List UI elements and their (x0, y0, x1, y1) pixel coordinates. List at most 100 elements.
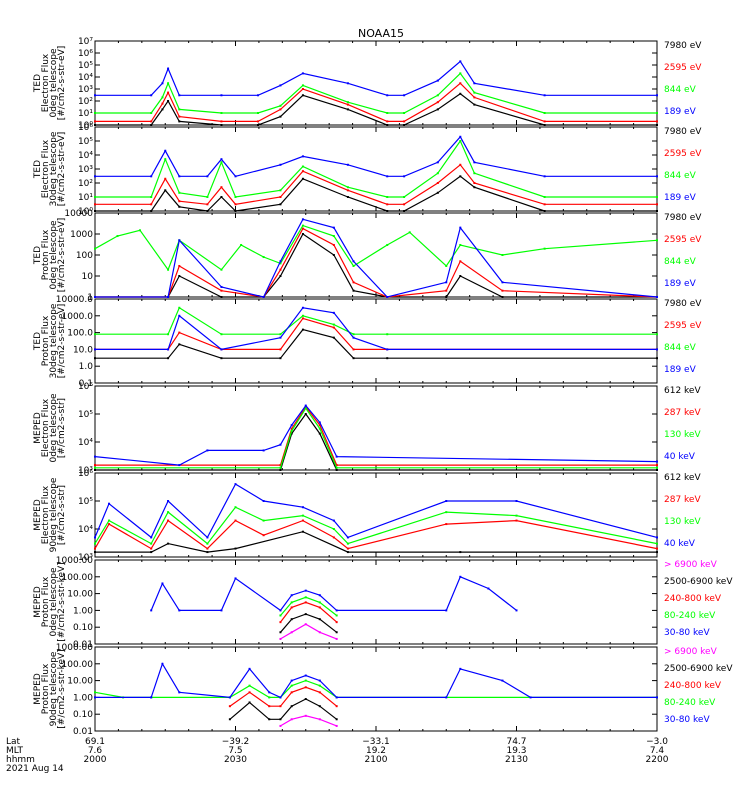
data-point (256, 124, 259, 126)
data-point (332, 226, 335, 229)
panel-frame (94, 646, 658, 732)
data-point (164, 177, 167, 180)
data-point (150, 94, 153, 97)
data-point (656, 551, 658, 554)
data-point (290, 618, 293, 621)
footer-mlt-value: 19.3 (506, 746, 526, 756)
y-axis-label: Electron Flux (41, 398, 51, 457)
data-point (335, 621, 338, 624)
data-point (403, 175, 406, 178)
legend-entry: 287 keV (664, 408, 701, 418)
legend-entry: 844 eV (664, 343, 697, 353)
data-point (161, 82, 164, 85)
data-point (318, 427, 321, 430)
y-tick-label: 10⁶ (78, 382, 93, 392)
data-point (94, 691, 96, 694)
data-point (268, 705, 271, 708)
legend-entry: 7980 eV (664, 41, 702, 51)
data-point (656, 196, 658, 198)
data-point (459, 92, 462, 95)
data-point (304, 407, 307, 410)
y-tick-label: 0.01 (73, 640, 93, 650)
data-point (178, 120, 181, 123)
footer-lat-value: −33.1 (362, 737, 390, 747)
series-line (95, 328, 657, 359)
data-point (304, 623, 307, 626)
data-point (279, 621, 282, 624)
data-point (150, 536, 153, 539)
chart-title: NOAA15 (358, 27, 404, 40)
data-point (459, 60, 462, 63)
data-point (150, 196, 153, 198)
data-point (403, 124, 406, 126)
data-point (279, 262, 282, 265)
data-point (346, 101, 349, 104)
data-point (656, 460, 658, 463)
data-point (436, 79, 439, 82)
date-label: 2021 Aug 14 (6, 764, 64, 774)
footer-mlt-value: 7.4 (650, 746, 665, 756)
data-point (220, 609, 223, 612)
data-point (279, 84, 282, 87)
series-line (95, 60, 657, 96)
y-axis-label: MEPED (33, 586, 43, 618)
footer-hhmm-value: 2000 (84, 755, 107, 765)
data-point (459, 551, 462, 554)
data-point (459, 260, 462, 263)
data-point (178, 314, 181, 317)
legend-entry: 30-80 keV (664, 628, 710, 638)
footer-lat-value: 74.7 (506, 737, 526, 747)
data-point (290, 705, 293, 708)
y-tick-label: 10² (78, 179, 93, 189)
data-point (301, 224, 304, 227)
y-axis-label: [#/cm2-s-str-keV] (57, 562, 67, 641)
data-point (220, 289, 223, 292)
data-point (318, 691, 321, 694)
data-point (234, 483, 237, 486)
data-point (178, 108, 181, 111)
data-point (304, 404, 307, 407)
y-tick-label: 0.1 (79, 379, 93, 389)
footer-row-label: Lat (6, 737, 21, 747)
panel-frame (94, 298, 658, 384)
data-point (346, 108, 349, 111)
data-point (386, 94, 389, 97)
data-point (386, 333, 389, 336)
data-point (332, 519, 335, 522)
data-point (161, 582, 164, 585)
data-point (332, 323, 335, 326)
data-point (318, 631, 321, 634)
y-axis-label: [#/cm2-s-str] (57, 485, 67, 545)
data-point (234, 203, 237, 206)
data-point (290, 718, 293, 721)
y-tick-label: 10⁵ (78, 61, 93, 71)
data-point (220, 161, 223, 164)
data-point (459, 175, 462, 178)
data-point (386, 120, 389, 123)
legend-entry: 30-80 keV (664, 715, 710, 725)
data-point (386, 124, 389, 126)
data-point (346, 163, 349, 166)
y-tick-label: 10⁴ (78, 438, 93, 448)
data-point (279, 705, 282, 708)
data-point (178, 343, 181, 346)
legend-entry: 287 keV (664, 495, 701, 505)
data-point (268, 696, 271, 699)
data-point (150, 112, 153, 114)
data-point (150, 203, 153, 206)
data-point (164, 158, 167, 161)
data-point (178, 239, 181, 242)
y-axis-label: Proton Flux (41, 315, 51, 366)
data-point (178, 275, 181, 277)
data-point (178, 94, 181, 97)
data-point (335, 614, 338, 617)
data-point (94, 203, 96, 206)
data-point (167, 296, 170, 298)
data-point (290, 601, 293, 604)
data-point (256, 112, 259, 114)
data-point (403, 94, 406, 97)
data-point (279, 614, 282, 617)
data-point (436, 191, 439, 194)
y-tick-label: 1000.00 (56, 643, 93, 653)
data-point (436, 108, 439, 111)
